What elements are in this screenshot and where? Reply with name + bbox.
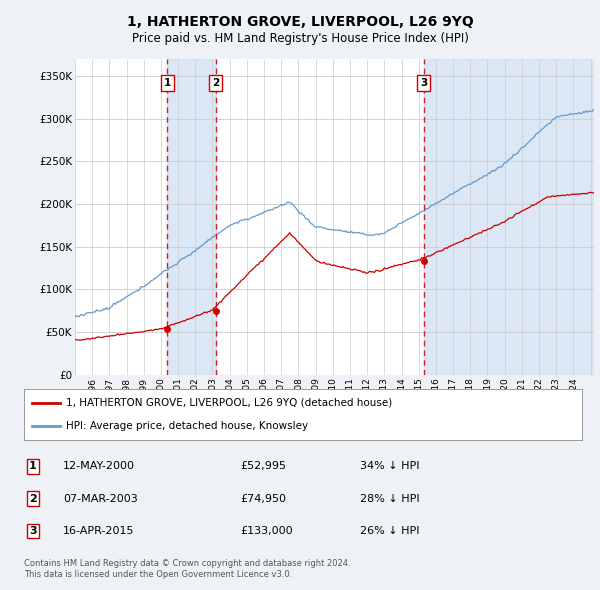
Text: 07-MAR-2003: 07-MAR-2003 (63, 494, 138, 503)
Text: 2: 2 (29, 494, 37, 503)
Text: 1: 1 (164, 78, 171, 88)
Bar (424, 59, 594, 375)
Text: 16-APR-2015: 16-APR-2015 (63, 526, 134, 536)
Text: 3: 3 (29, 526, 37, 536)
Text: 1, HATHERTON GROVE, LIVERPOOL, L26 9YQ: 1, HATHERTON GROVE, LIVERPOOL, L26 9YQ (127, 15, 473, 29)
Text: This data is licensed under the Open Government Licence v3.0.: This data is licensed under the Open Gov… (24, 571, 292, 579)
Text: 26% ↓ HPI: 26% ↓ HPI (360, 526, 419, 536)
Text: £133,000: £133,000 (240, 526, 293, 536)
Text: 2: 2 (212, 78, 219, 88)
Text: 12-MAY-2000: 12-MAY-2000 (63, 461, 135, 471)
Text: £74,950: £74,950 (240, 494, 286, 503)
Text: HPI: Average price, detached house, Knowsley: HPI: Average price, detached house, Know… (66, 421, 308, 431)
Text: 3: 3 (420, 78, 427, 88)
Text: Price paid vs. HM Land Registry's House Price Index (HPI): Price paid vs. HM Land Registry's House … (131, 32, 469, 45)
Text: 28% ↓ HPI: 28% ↓ HPI (360, 494, 419, 503)
Text: 1, HATHERTON GROVE, LIVERPOOL, L26 9YQ (detached house): 1, HATHERTON GROVE, LIVERPOOL, L26 9YQ (… (66, 398, 392, 408)
Text: £52,995: £52,995 (240, 461, 286, 471)
Text: 34% ↓ HPI: 34% ↓ HPI (360, 461, 419, 471)
Text: 1: 1 (29, 461, 37, 471)
Text: Contains HM Land Registry data © Crown copyright and database right 2024.: Contains HM Land Registry data © Crown c… (24, 559, 350, 568)
Bar (167, 59, 215, 375)
